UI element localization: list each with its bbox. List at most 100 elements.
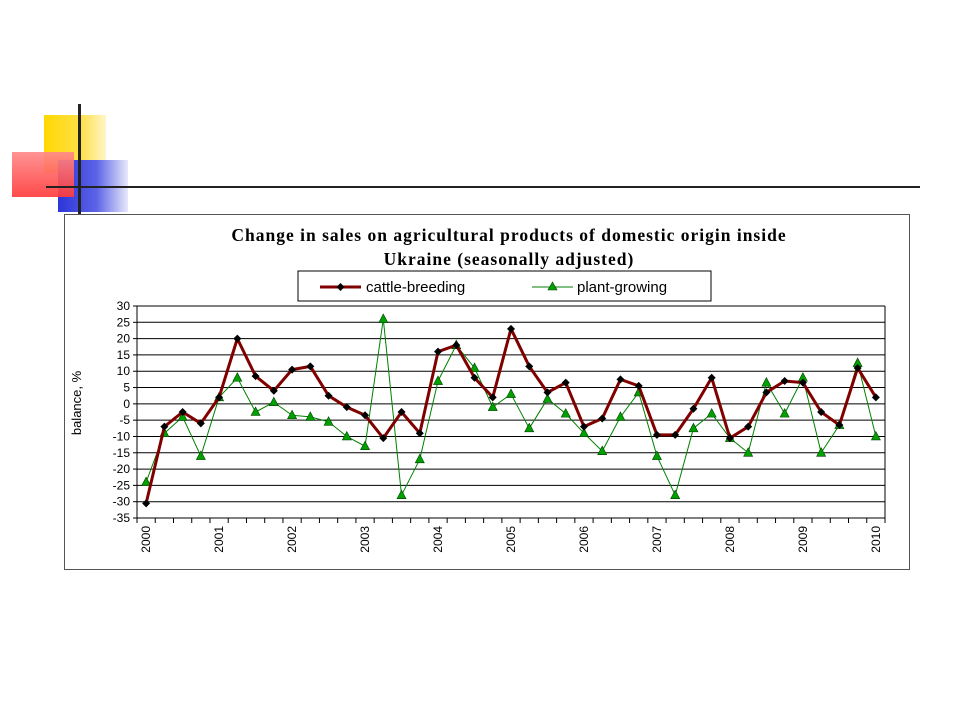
x-tick-label: 2008 <box>723 526 737 553</box>
legend-plant-marker <box>547 281 558 291</box>
y-tick-label: -5 <box>119 413 130 427</box>
plant-point <box>378 313 389 323</box>
x-tick-label: 2002 <box>285 526 299 553</box>
x-tick-label: 2003 <box>358 526 372 553</box>
y-tick-label: 5 <box>123 381 130 395</box>
cattle-point <box>324 391 333 400</box>
plant-point <box>414 453 425 464</box>
chart-title-line-2: Ukraine (seasonally adjusted) <box>384 249 635 269</box>
y-tick-label: -25 <box>113 478 131 492</box>
plant-point <box>761 377 772 387</box>
cattle-point <box>616 375 625 384</box>
plant-point <box>524 422 535 433</box>
plant-point <box>487 401 498 411</box>
cattle-point <box>488 393 497 402</box>
cattle-point <box>762 388 771 397</box>
y-tick-label: 15 <box>117 348 131 362</box>
legend-box <box>297 270 712 302</box>
plant-point <box>323 416 334 426</box>
plant-point <box>506 388 516 398</box>
cattle-point <box>415 429 424 438</box>
cattle-point <box>196 419 205 428</box>
cattle-point <box>251 372 260 381</box>
plant-point <box>433 375 444 385</box>
cattle-point <box>215 393 224 402</box>
x-tick-label: 2001 <box>212 526 226 553</box>
cattle-point <box>397 408 406 416</box>
cattle-point <box>579 422 588 431</box>
legend-cattle-label: cattle-breeding <box>366 279 465 296</box>
plant-point <box>578 427 589 437</box>
cattle-point <box>725 434 734 443</box>
cattle-point <box>543 388 552 397</box>
plant-point <box>706 407 717 418</box>
y-axis-ticks: 30 25 20 15 10 5 0 -5 -10 -15 -20 -25 -30 -35 <box>113 299 131 525</box>
cattle-point <box>361 411 370 420</box>
plant-point <box>743 447 754 457</box>
cattle-point <box>689 404 698 413</box>
y-axis-label: balance, % <box>69 370 84 435</box>
x-axis: 2000 2001 2002 2003 2004 2005 2006 2007 2008 2009… <box>136 518 886 553</box>
plant-point <box>141 476 152 486</box>
y-tick-label: -20 <box>113 462 131 476</box>
x-tick-label: 2000 <box>139 526 153 553</box>
y-tick-label: 20 <box>117 332 131 346</box>
cattle-point <box>288 365 297 374</box>
y-tick-label: -15 <box>113 446 131 460</box>
y-tick-label: -30 <box>113 495 131 509</box>
plant-point <box>195 450 206 460</box>
decorative-red-square <box>12 152 74 197</box>
y-tick-label: -35 <box>113 511 131 525</box>
cattle-point <box>160 422 169 431</box>
plant-point <box>688 422 699 433</box>
cattle-point <box>525 362 534 371</box>
y-tick-label: -10 <box>113 429 131 443</box>
plant-point <box>268 396 279 407</box>
cattle-point <box>470 373 479 382</box>
legend-plant-label: plant-growing <box>577 279 667 296</box>
plant-point <box>615 411 626 421</box>
cattle-point <box>507 324 515 333</box>
y-tick-label: 0 <box>123 397 130 411</box>
plant-point <box>232 372 243 382</box>
cattle-point <box>379 434 388 443</box>
plant-point <box>177 411 188 421</box>
cattle-point <box>780 377 789 386</box>
plant-point <box>287 409 298 420</box>
x-tick-label: 2004 <box>431 526 445 553</box>
cattle-point <box>342 403 351 412</box>
plant-point <box>341 430 352 441</box>
series-layer <box>141 313 881 508</box>
x-tick-label: 2005 <box>504 526 518 553</box>
plant-point <box>651 450 662 460</box>
plant-point <box>870 430 881 441</box>
cattle-point <box>598 414 607 423</box>
plant-point <box>597 445 608 455</box>
chart-title-line-1: Change in sales on agricultural products… <box>231 225 786 245</box>
legend-cattle-marker <box>336 283 345 291</box>
plant-point <box>250 406 261 416</box>
line-chart: Change in sales on agricultural products… <box>69 225 886 553</box>
cattle-point <box>561 378 570 387</box>
plant-point <box>542 393 553 403</box>
cattle-point <box>142 499 151 508</box>
decorative-horizontal-line <box>46 186 920 188</box>
y-tick-label: 30 <box>117 299 131 313</box>
cattle-point <box>634 381 643 390</box>
y-tick-label: 10 <box>117 364 131 378</box>
legend: cattle-breeding plant-growing <box>297 270 712 302</box>
decorative-vertical-line <box>78 104 81 216</box>
x-tick-label: 2010 <box>869 526 883 553</box>
plant-point <box>469 362 480 372</box>
cattle-point <box>233 334 242 343</box>
cattle-point <box>798 378 807 387</box>
plant-point <box>670 489 681 499</box>
x-tick-label: 2006 <box>577 526 591 553</box>
cattle-point <box>817 408 826 416</box>
cattle-point <box>744 422 753 431</box>
plant-point <box>360 440 371 451</box>
cattle-point <box>269 386 278 395</box>
plant-point <box>816 447 827 457</box>
cattle-point <box>306 362 315 371</box>
cattle-point <box>178 408 187 416</box>
